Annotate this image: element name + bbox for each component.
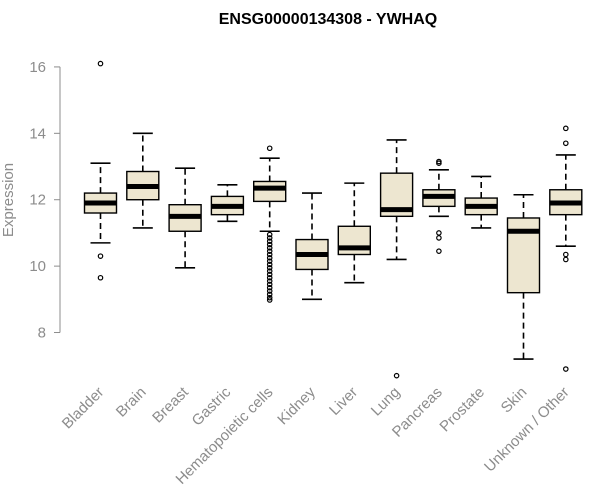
outlier-point	[562, 140, 569, 147]
outlier-point	[97, 274, 104, 281]
x-tick-label: Bladder	[59, 384, 108, 433]
outlier-point	[436, 230, 442, 236]
box-lung	[379, 139, 414, 379]
x-tick-label: Kidney	[274, 383, 319, 428]
outlier-point	[266, 261, 273, 268]
outlier-point	[266, 288, 273, 294]
box-bladder	[83, 60, 118, 281]
box-unknown-other	[549, 125, 583, 372]
outlier-point	[266, 255, 273, 261]
outlier-point	[266, 251, 273, 258]
outlier-point	[562, 125, 569, 132]
outlier-point	[97, 60, 104, 67]
outlier-point	[393, 372, 400, 379]
box-pancreas	[422, 158, 456, 254]
outlier-point	[266, 268, 273, 274]
outlier-point	[266, 291, 273, 298]
outlier-point	[266, 281, 273, 288]
y-tick-label: 10	[29, 258, 46, 275]
box-brain	[126, 132, 160, 229]
box-skin	[506, 193, 541, 360]
outlier-point	[266, 258, 273, 264]
outlier-point	[266, 248, 273, 254]
box-series	[83, 60, 583, 379]
y-tick-label: 12	[29, 192, 46, 209]
y-axis-label: Expression	[0, 163, 17, 237]
outlier-point	[266, 245, 273, 251]
outlier-point	[436, 160, 442, 167]
y-tick-label: 16	[29, 59, 46, 76]
outlier-point	[562, 251, 569, 258]
outlier-point	[562, 366, 569, 372]
outlier-point	[266, 241, 273, 248]
y-tick-label: 8	[38, 325, 46, 342]
outlier-point	[436, 235, 442, 241]
outlier-point	[266, 284, 273, 291]
x-tick-label: Brain	[113, 384, 150, 421]
outlier-point	[266, 278, 273, 284]
x-tick-label: Liver	[326, 384, 361, 419]
outlier-point	[266, 235, 273, 241]
x-tick-label: Prostate	[436, 384, 488, 436]
outlier-point	[266, 231, 273, 238]
box-liver	[337, 182, 371, 284]
box-kidney	[295, 192, 329, 301]
x-tick-label: Skin	[498, 384, 531, 417]
box-hematopoietic-cells	[252, 145, 287, 303]
outlier-point	[266, 145, 273, 152]
box-gastric	[210, 183, 245, 223]
box-breast	[168, 167, 202, 269]
outlier-point	[266, 264, 273, 271]
iqr-box	[252, 180, 287, 203]
box-prostate	[464, 175, 498, 229]
x-tick-label: Breast	[149, 383, 192, 426]
y-tick-label: 14	[29, 125, 46, 142]
outlier-point	[266, 271, 273, 278]
outlier-point	[97, 253, 104, 259]
outlier-point	[266, 274, 273, 281]
x-tick-label: Lung	[368, 384, 404, 420]
outlier-point	[266, 297, 273, 303]
outlier-point	[266, 294, 273, 301]
outlier-point	[562, 256, 569, 263]
chart-title: ENSG00000134308 - YWHAQ	[219, 11, 437, 28]
outlier-point	[436, 248, 442, 254]
y-axis: 8 10 12 14 16	[29, 59, 61, 342]
outlier-point	[266, 238, 273, 245]
